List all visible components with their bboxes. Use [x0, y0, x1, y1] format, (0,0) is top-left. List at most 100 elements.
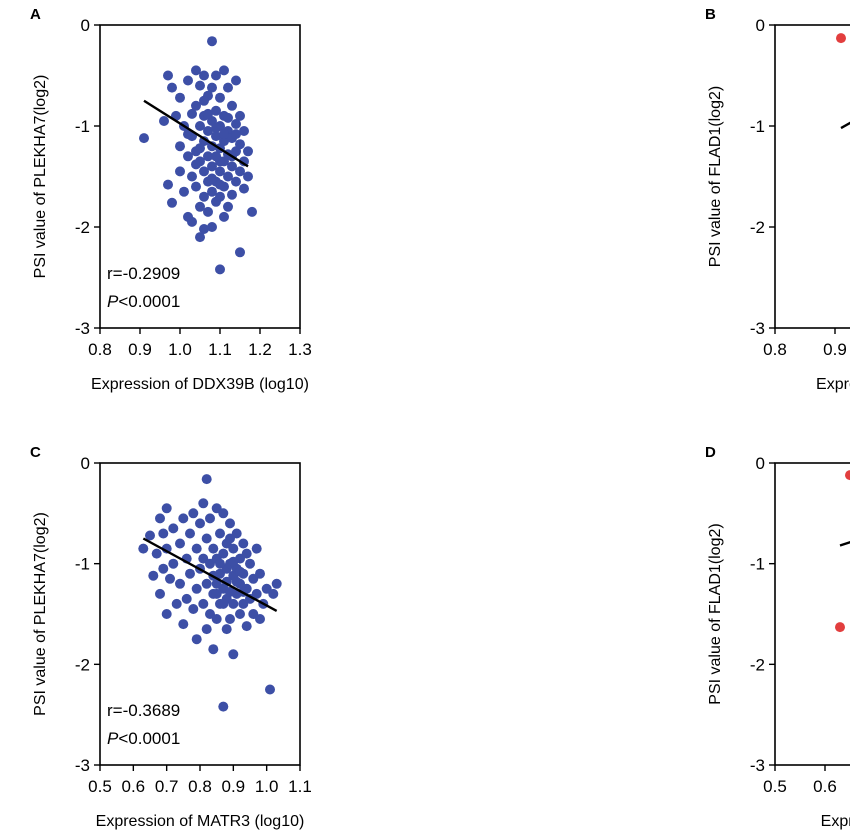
panel-letter: A — [30, 6, 41, 23]
data-point — [223, 171, 233, 182]
data-point — [159, 116, 169, 126]
x-tick-label: 0.8 — [88, 340, 112, 359]
data-point — [168, 558, 179, 569]
data-point — [191, 100, 201, 111]
data-point — [223, 112, 233, 123]
data-point — [195, 518, 205, 529]
data-point — [148, 570, 159, 581]
data-point — [227, 100, 237, 111]
data-point — [199, 70, 209, 81]
regression-line — [143, 99, 249, 168]
data-point — [215, 264, 225, 275]
data-point — [215, 166, 225, 177]
data-point — [145, 530, 155, 541]
p-value-number: <0.0001 — [118, 729, 180, 748]
data-point — [161, 503, 172, 514]
data-point — [175, 166, 185, 177]
data-point — [218, 598, 229, 609]
data-point — [207, 186, 217, 197]
data-point — [225, 518, 235, 529]
data-point — [201, 474, 212, 485]
data-point — [219, 65, 229, 76]
data-point — [198, 598, 209, 609]
correlation-text: r=-0.3689 — [107, 701, 180, 720]
data-point — [158, 528, 169, 539]
data-point — [151, 548, 162, 559]
data-point — [231, 129, 241, 140]
data-point — [218, 508, 229, 519]
data-point — [191, 543, 202, 554]
data-point — [235, 139, 245, 150]
y-tick-label: 0 — [81, 16, 90, 35]
panel-letter: D — [705, 444, 716, 461]
data-point — [199, 191, 209, 202]
data-point — [235, 166, 245, 177]
data-point — [241, 548, 252, 559]
panel-c: C 0.5 0.6 0.7 0.8 0.9 1.0 1.1 -3 -2 -1 0 Expression … — [30, 444, 312, 830]
data-point — [215, 156, 225, 167]
data-point — [211, 588, 222, 599]
x-tick-label: 0.7 — [155, 777, 179, 796]
data-point — [191, 634, 202, 645]
data-point — [175, 92, 185, 103]
y-tick-label: -1 — [750, 555, 765, 574]
data-point — [201, 624, 212, 635]
data-point — [211, 123, 221, 133]
x-tick-label: 1.0 — [255, 777, 279, 796]
data-point — [218, 701, 229, 712]
data-point — [195, 201, 205, 212]
data-point — [265, 684, 275, 695]
data-point — [191, 159, 201, 170]
data-point — [175, 141, 185, 152]
x-tick-label: 0.5 — [88, 777, 112, 796]
data-point — [219, 136, 229, 147]
data-point — [228, 556, 239, 567]
data-point — [191, 181, 201, 192]
data-point — [195, 143, 205, 154]
data-point — [207, 141, 217, 152]
x-tick-label: 1.3 — [288, 340, 312, 359]
x-tick-label: 0.8 — [763, 340, 787, 359]
data-points — [138, 474, 282, 712]
data-points — [139, 36, 257, 275]
regression-line — [839, 541, 850, 547]
data-point — [175, 578, 185, 589]
data-point — [155, 513, 165, 524]
x-tick-label: 0.9 — [823, 340, 847, 359]
data-point — [158, 563, 169, 574]
data-point — [255, 614, 265, 624]
data-point — [179, 186, 189, 197]
data-point — [215, 528, 225, 539]
x-axis-title: Expression of MATR3 (log10) — [96, 813, 305, 830]
data-point — [175, 538, 185, 549]
data-point — [231, 75, 241, 86]
data-point — [215, 558, 225, 569]
data-point — [207, 161, 217, 172]
data-point — [211, 70, 221, 81]
plot-frame — [774, 24, 850, 329]
data-point — [208, 644, 219, 655]
data-point — [203, 151, 213, 162]
p-value-letter: P — [107, 292, 119, 311]
data-point — [231, 576, 242, 587]
data-point — [207, 36, 217, 47]
data-point — [836, 33, 846, 44]
data-point — [203, 126, 213, 136]
data-point — [207, 222, 217, 232]
data-point — [183, 129, 193, 140]
data-points — [835, 470, 850, 633]
data-point — [138, 543, 149, 554]
y-tick-label: -1 — [750, 117, 765, 136]
regression-line — [840, 121, 850, 130]
data-point — [215, 179, 225, 190]
data-point — [228, 543, 239, 554]
y-axis-title: PSI value of FLAD1(log2) — [707, 86, 724, 267]
x-tick-label: 0.9 — [222, 777, 246, 796]
data-point — [271, 578, 282, 589]
data-point — [198, 498, 209, 509]
data-point — [235, 566, 245, 577]
data-point — [188, 508, 199, 519]
data-point — [187, 216, 197, 227]
y-tick-label: -2 — [75, 655, 90, 674]
y-axis-title: PSI value of FLAD1(log2) — [707, 523, 724, 704]
